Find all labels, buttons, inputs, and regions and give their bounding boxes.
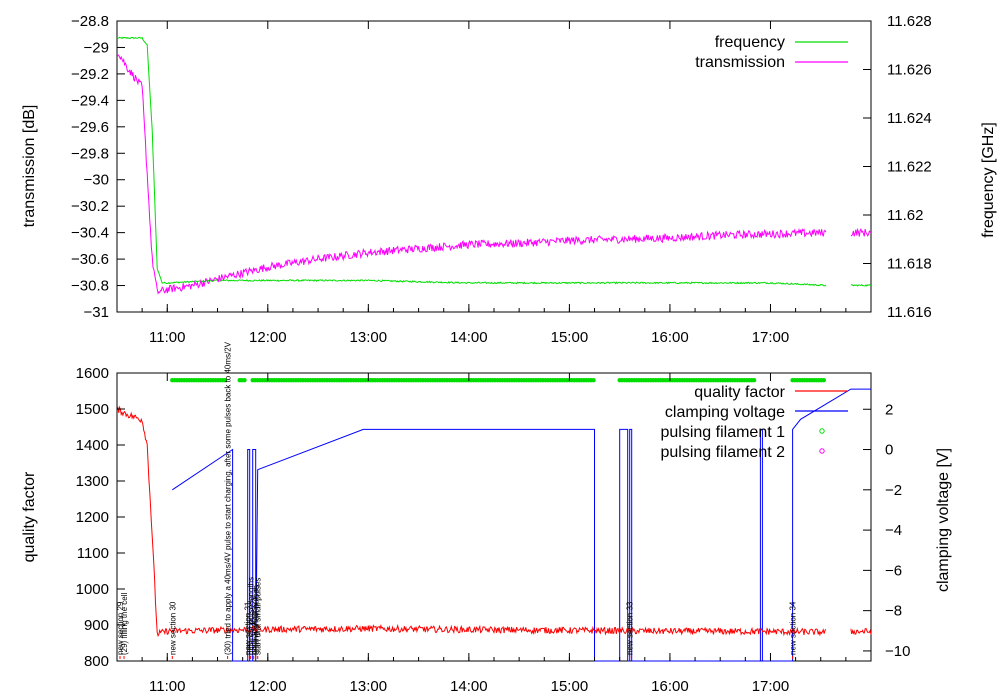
bottom-plot: new section 29(29) filling the cell new s… [21, 341, 952, 695]
bottom-y-tick-label: 1300 [76, 473, 109, 490]
annotation-new-section-33: new section 33 [626, 601, 635, 655]
bottom-y2-ticks: 2 0 −2 −4 −6 −8 −10 [863, 401, 910, 660]
bottom-y2-tick-label: −4 [885, 522, 902, 539]
legend-label-frequency: frequency [715, 34, 785, 51]
bottom-x-tick-label: 12:00 [249, 678, 287, 695]
top-y-tick-label: −30 [84, 172, 109, 189]
top-y-tick-label: −31 [84, 304, 109, 321]
top-x-tick-label: 11:00 [149, 329, 185, 346]
bottom-y-axis-title: quality factor [21, 471, 38, 562]
pulsing-filament-1-point [821, 378, 826, 383]
quality-factor-series-group [116, 405, 872, 637]
legend-label-pulsing-filament-1: pulsing filament 1 [660, 424, 785, 441]
top-y2-tick-label: 11.618 [887, 256, 932, 273]
top-y-tick-label: −30.8 [71, 278, 109, 295]
legend-label-quality-factor: quality factor [694, 384, 785, 401]
top-y-ticks: −28.8 −29 −29.2 −29.4 −29.6 −29.8 −30 −30.2 −30.… [71, 13, 125, 321]
top-y2-tick-label: 11.628 [887, 13, 932, 30]
bottom-x-tick-label: 13:00 [350, 678, 388, 695]
top-y-tick-label: −30.6 [71, 251, 109, 268]
bottom-y-tick-label: 1500 [76, 401, 109, 418]
bottom-y2-tick-label: 2 [885, 401, 893, 418]
top-x-tick-label: 14:00 [450, 329, 488, 346]
top-y-tick-label: −28.8 [71, 13, 109, 30]
bottom-y2-tick-label: −2 [885, 482, 902, 499]
bottom-legend: quality factor clamping voltage pulsing … [660, 384, 848, 461]
pulsing-filament-1-point [751, 378, 757, 383]
top-x-tick-label: 13:00 [350, 329, 388, 346]
annotation-30-tried-to-apply-a-40ms-4v-pu: (30) tried to apply a 40ms/4V pulse to s… [224, 341, 233, 655]
top-x-tick-label: 12:00 [249, 329, 287, 346]
annotation-testing-small-pulses: testing small pulses [252, 585, 261, 655]
top-y-tick-label: −29.2 [71, 66, 109, 83]
annotation-new-section-29: new section 29 [116, 601, 125, 655]
top-y2-ticks: 11.628 11.626 11.624 11.622 11.62 11.618 11.61… [863, 13, 932, 321]
top-y2-tick-label: 11.626 [887, 62, 932, 79]
annotation-new-section-30: new section 30 [168, 601, 177, 655]
legend-marker-pulsing-filament-1 [819, 428, 825, 434]
bottom-x-tick-label: 15:00 [551, 678, 589, 695]
top-y-tick-label: −30.2 [71, 198, 109, 215]
top-legend: frequency transmission [695, 34, 848, 71]
top-y-tick-label: −29.4 [71, 92, 109, 109]
top-x-tick-label: 16:00 [651, 329, 689, 346]
transmission-series-group [116, 53, 872, 295]
bottom-y-tick-label: 900 [84, 617, 109, 634]
bottom-y-tick-label: 1000 [76, 581, 109, 598]
frequency-line [116, 36, 872, 287]
bottom-y2-tick-label: 0 [885, 442, 893, 459]
annotation-different-pulse-lengths: different pulse lengths [247, 577, 256, 655]
section-annotations: new section 29(29) filling the cell new s… [116, 341, 798, 659]
bottom-y2-tick-label: −8 [885, 603, 902, 620]
top-x-ticks: 11:00 12:00 13:00 14:00 15:00 16:00 17:00 [116, 21, 872, 346]
bottom-y2-tick-label: −10 [885, 643, 910, 660]
bottom-x-tick-label: 16:00 [651, 678, 689, 695]
top-plot: 11:00 12:00 13:00 14:00 15:00 16:00 17:00 −28.… [21, 13, 997, 346]
top-x-tick-label: 17:00 [752, 329, 790, 346]
pulsing-filament-1-point [242, 378, 247, 383]
quality-factor-line [116, 405, 872, 637]
top-y-tick-label: −29.8 [71, 145, 109, 162]
annotation-29-filling-the-cell: (29) filling the cell [120, 593, 129, 655]
bottom-y2-tick-label: −6 [885, 562, 902, 579]
annotation-new-section-34: new section 34 [789, 601, 798, 655]
bottom-y-tick-label: 1400 [76, 437, 109, 454]
pulsing-filament-1-point [222, 378, 228, 383]
legend-label-clamping-voltage: clamping voltage [665, 404, 785, 421]
frequency-series-group [116, 36, 872, 287]
top-y2-tick-label: 11.62 [887, 207, 923, 224]
top-y2-axis-title: frequency [GHz] [980, 122, 997, 238]
top-x-tick-label: 15:00 [551, 329, 589, 346]
legend-label-transmission: transmission [695, 54, 785, 71]
clamping-voltage-series-group [172, 388, 871, 662]
bottom-y-tick-label: 800 [84, 653, 109, 670]
annotation-back-to-40ms-2v: back to 40ms/2V [250, 595, 259, 655]
top-y2-tick-label: 11.624 [887, 110, 932, 127]
transmission-line [116, 53, 872, 295]
clamping-voltage-line [172, 388, 871, 662]
bottom-x-tick-label: 17:00 [752, 678, 790, 695]
bottom-y-tick-label: 1200 [76, 509, 109, 526]
top-y2-tick-label: 11.616 [887, 304, 932, 321]
bottom-x-tick-label: 11:00 [149, 678, 185, 695]
annotation-start-that-small-pulses: start that small pulses [254, 578, 263, 655]
pulsing-filament-1-point [591, 378, 596, 383]
top-y-tick-label: −29 [84, 39, 109, 56]
bottom-x-tick-label: 14:00 [450, 678, 488, 695]
bottom-y-tick-label: 1600 [76, 365, 109, 382]
pulsing-filament-1-series-group [170, 378, 826, 383]
bottom-y2-axis-title: clamping voltage [V] [935, 448, 952, 592]
top-y2-tick-label: 11.622 [887, 159, 932, 176]
legend-marker-pulsing-filament-2 [819, 448, 825, 454]
bottom-x-ticks: 11:00 12:00 13:00 14:00 15:00 16:00 17:00 [116, 373, 872, 695]
top-y-tick-label: −29.6 [71, 119, 109, 136]
bottom-y-ticks: 1600 1500 1400 1300 1200 1100 1000 900 800 [76, 365, 125, 670]
legend-label-pulsing-filament-2: pulsing filament 2 [660, 444, 785, 461]
top-y-tick-label: −30.4 [71, 225, 109, 242]
top-y-axis-title: transmission [dB] [21, 105, 38, 228]
annotation-new-section-31: new section 31 [244, 601, 253, 655]
bottom-y-tick-label: 1100 [77, 545, 109, 562]
